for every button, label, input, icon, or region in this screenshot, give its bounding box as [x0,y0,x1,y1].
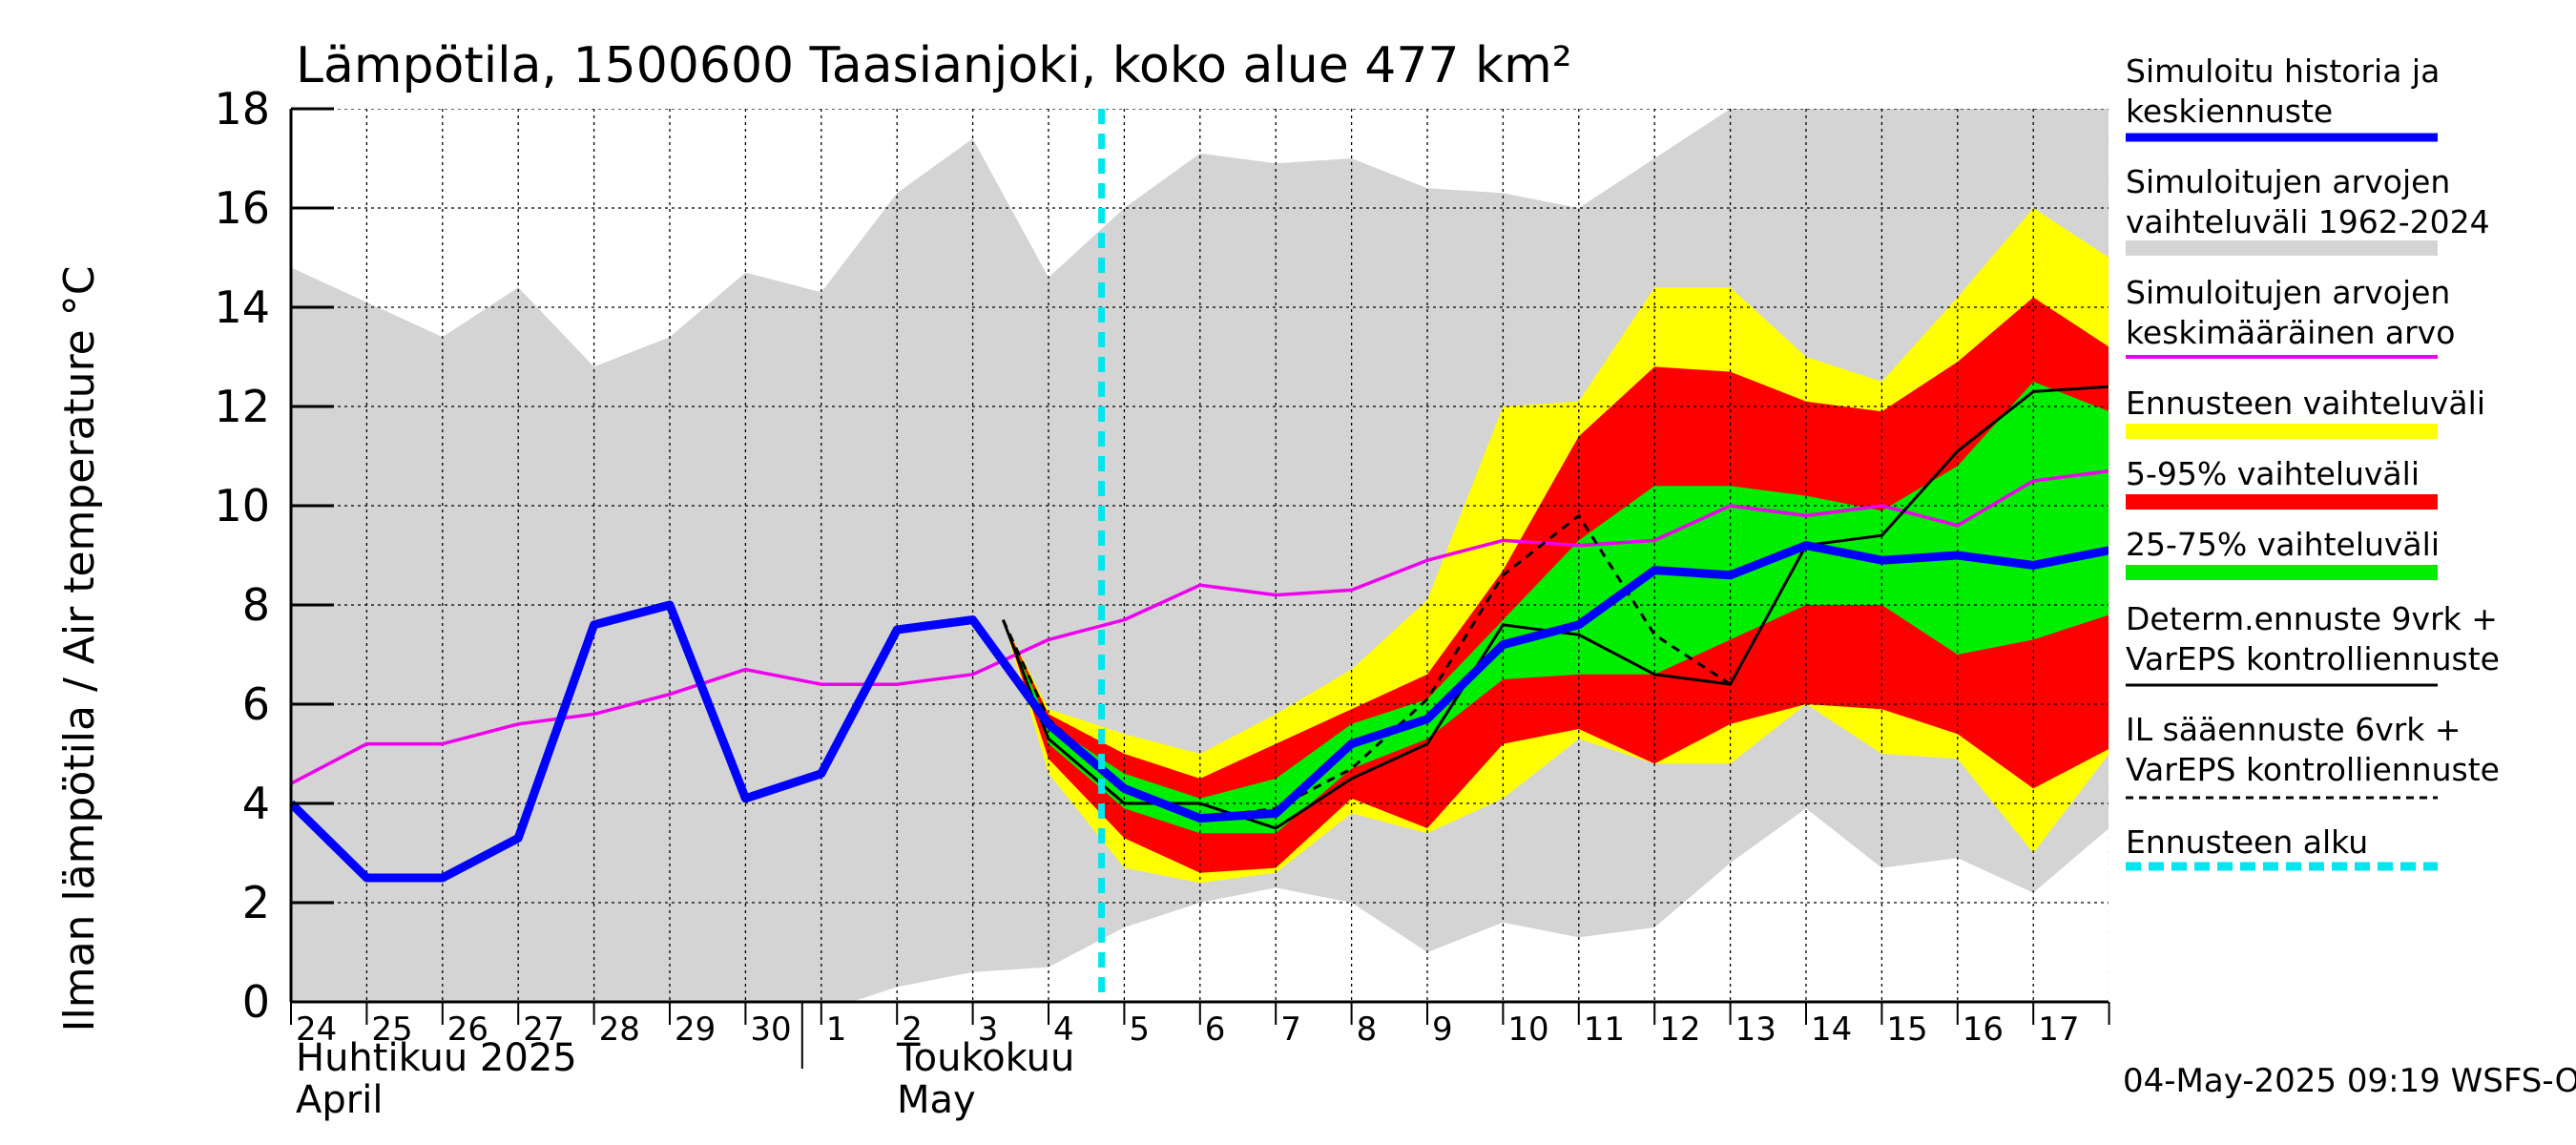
month-label-april-line1: Huhtikuu 2025 [296,1036,577,1080]
x-tick-label: 30 [750,1010,791,1049]
legend-item-3: Ennusteen vaihteluväli [2126,385,2485,439]
x-tick-label: 13 [1735,1010,1776,1049]
legend-label: vaihteluväli 1962-2024 [2126,203,2490,240]
legend-item-6: Determ.ennuste 9vrk +VarEPS kontrollienn… [2126,600,2500,687]
x-tick-label: 14 [1811,1010,1852,1049]
x-tick-label: 12 [1659,1010,1700,1049]
legend-item-7: IL sääennuste 6vrk + VarEPS kontrollienn… [2126,711,2500,800]
x-tick-label: 6 [1205,1010,1226,1049]
x-tick-label: 15 [1886,1010,1927,1049]
x-tick-label: 16 [1963,1010,2004,1049]
legend-label: keskiennuste [2126,93,2333,130]
x-tick-label: 8 [1357,1010,1378,1049]
legend-item-8: Ennusteen alku [2126,823,2438,871]
chart-title: Lämpötila, 1500600 Taasianjoki, koko alu… [296,37,1572,94]
y-tick-label: 14 [214,281,270,333]
x-tick-label: 1 [826,1010,847,1049]
y-tick-label: 12 [214,381,270,432]
grid [291,109,2109,1002]
legend-item-4: 5-95% vaihteluväli [2126,455,2438,510]
month-label-may-line2: May [897,1078,976,1122]
timestamp-footer: 04-May-2025 09:19 WSFS-O [2123,1062,2576,1100]
y-tick-label: 4 [242,778,270,829]
y-tick-label: 6 [242,678,270,730]
plot-area [289,109,2109,1004]
x-tick-label: 25 [371,1010,412,1049]
legend-label: Ennusteen vaihteluväli [2126,385,2485,422]
y-tick-label: 16 [214,182,270,234]
y-axis-label: Ilman lämpötila / Air temperature °C [55,266,104,1032]
month-labels: Huhtikuu 2025 April Toukokuu May [296,1036,1074,1122]
legend-label: 5-95% vaihteluväli [2126,455,2420,492]
legend-label: 25-75% vaihteluväli [2126,526,2440,563]
legend: Simuloitu historia jakeskiennusteSimuloi… [2126,52,2500,871]
legend-label: Determ.ennuste 9vrk + [2126,600,2498,637]
month-label-april-line2: April [296,1078,383,1122]
y-tick-label: 0 [242,976,270,1028]
legend-label: keskimääräinen arvo [2126,314,2455,351]
y-tick-label: 10 [214,480,270,531]
x-tick-label: 17 [2038,1010,2079,1049]
legend-label: VarEPS kontrolliennuste [2126,751,2500,788]
legend-label: VarEPS kontrolliennuste [2126,640,2500,677]
x-tick-label: 27 [523,1010,564,1049]
series-simuloitujen-arvojen-keskim-r-inen-arvo [291,468,2109,785]
x-tick-label: 2 [902,1010,923,1049]
x-tick-label: 29 [675,1010,716,1049]
x-tick-label: 10 [1507,1010,1548,1049]
y-tick-label: 18 [214,83,270,135]
x-tick-label: 26 [447,1010,488,1049]
x-tick-label: 7 [1280,1010,1301,1049]
y-axis: 0 2 4 6 8 10 12 14 16 18 [214,83,334,1028]
legend-label: Simuloitujen arvojen [2126,274,2450,311]
legend-label: IL sääennuste 6vrk + [2126,711,2462,748]
legend-label: Simuloitu historia ja [2126,52,2440,90]
legend-label: Ennusteen alku [2126,823,2368,861]
legend-label: Simuloitujen arvojen [2126,163,2450,200]
band-25-75-vaihteluv-li [1003,382,2109,834]
x-tick-label: 9 [1432,1010,1453,1049]
y-tick-label: 2 [242,877,270,928]
y-tick-label: 8 [242,579,270,631]
x-tick-label: 24 [296,1010,337,1049]
series-il-s-ennuste-6vrk-vareps-kontrolliennuste [1001,513,1732,821]
x-tick-label: 4 [1053,1010,1074,1049]
series-simuloitu-historia-ja-keskiennuste [291,541,2109,883]
x-tick-label: 28 [599,1010,640,1049]
month-label-may-line1: Toukokuu [896,1036,1074,1080]
x-tick-label: 11 [1584,1010,1625,1049]
legend-item-5: 25-75% vaihteluväli [2126,526,2440,580]
x-axis: 24 25 26 27 28 29 30 1 2 3 4 5 6 7 8 9 10 11 12 13 14 15 16 17 [290,1002,2110,1069]
x-tick-label: 5 [1129,1010,1150,1049]
x-tick-label: 3 [978,1010,999,1049]
